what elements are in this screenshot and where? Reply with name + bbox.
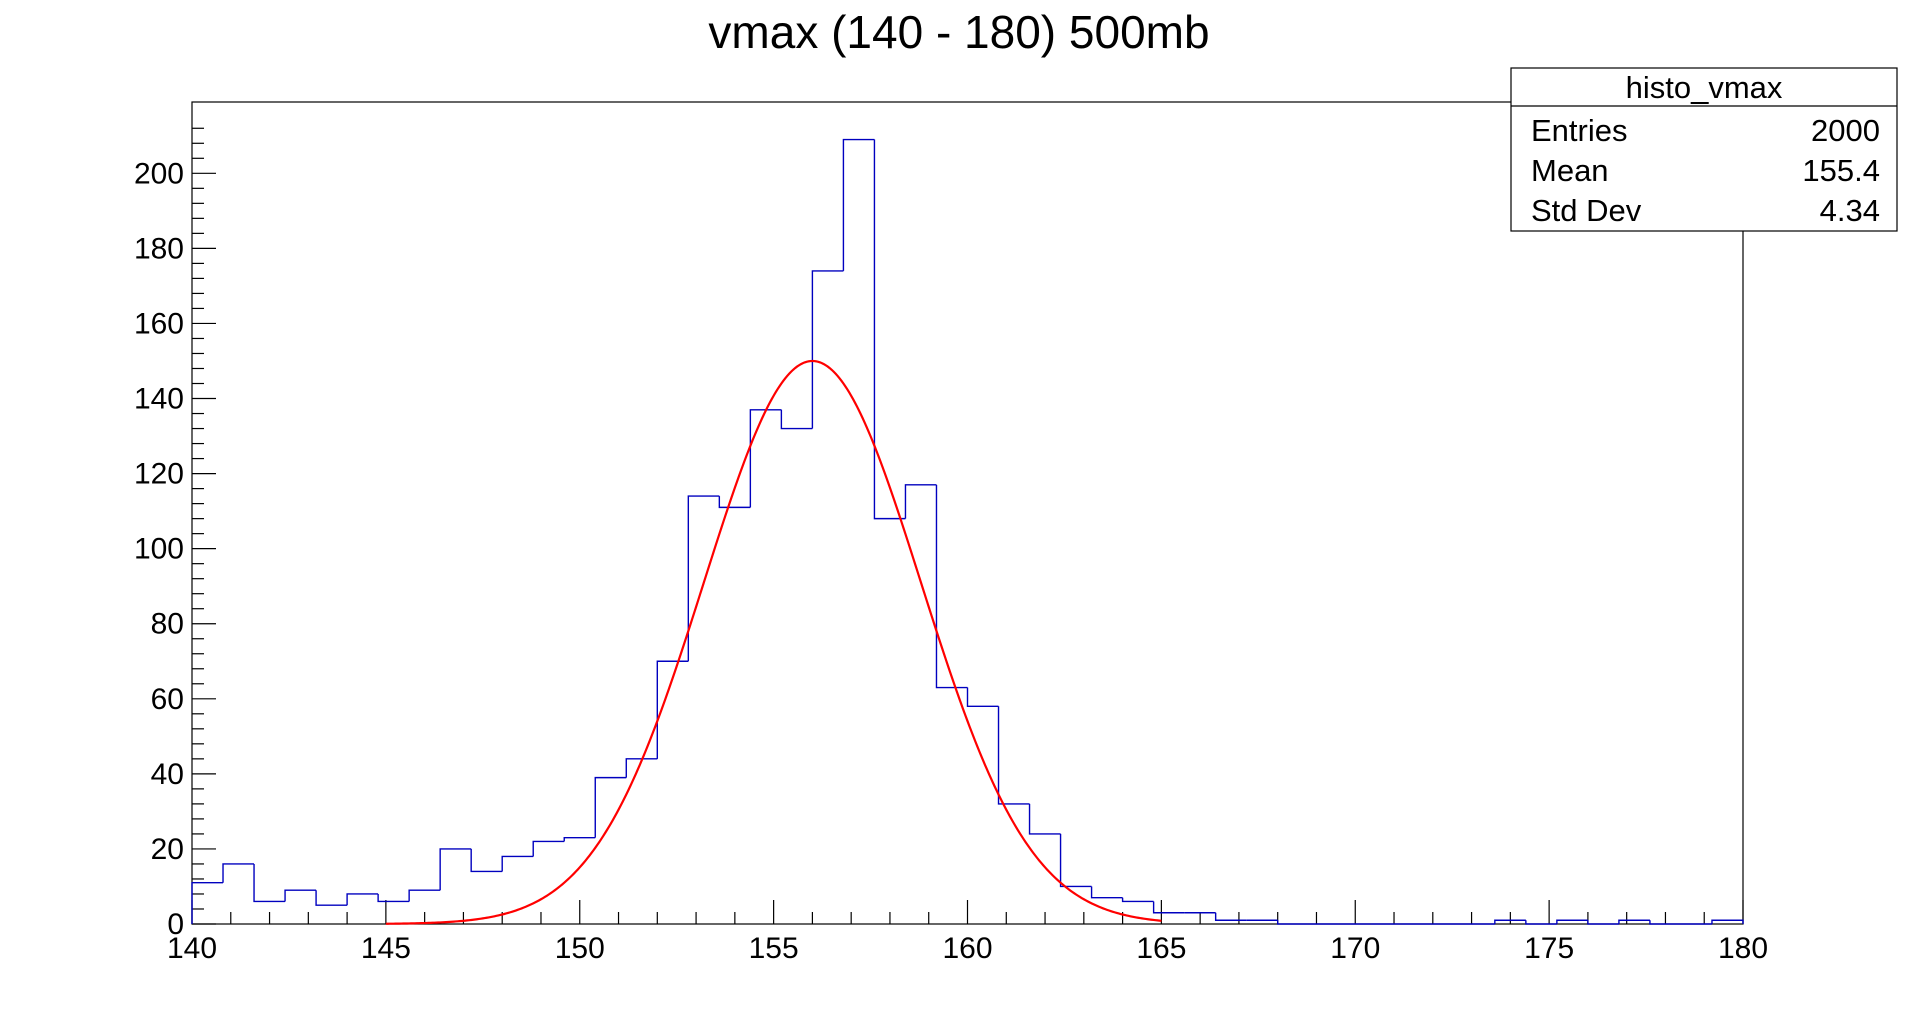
histogram-bin — [1649, 920, 1681, 925]
plot-frame — [191, 101, 1744, 925]
histogram-bin — [1028, 803, 1061, 835]
y-tick-label: 20 — [151, 833, 184, 866]
histogram-bin — [501, 855, 534, 872]
histogram-bin — [904, 484, 937, 519]
histogram-bin — [1090, 886, 1123, 899]
histogram-bin — [1618, 919, 1650, 924]
y-tick-label: 120 — [134, 458, 184, 491]
histogram-bin — [966, 687, 999, 708]
histogram-bin — [718, 496, 751, 509]
histogram-bin — [470, 848, 503, 873]
y-axis: 0 20 40 60 80 100 120 140 160 180 200 — [134, 127, 216, 941]
histogram-bin — [532, 840, 565, 857]
x-tick-label: 140 — [167, 932, 217, 965]
histogram-bin — [1525, 920, 1557, 925]
histogram-bin — [1494, 919, 1526, 924]
histogram-bin — [315, 890, 348, 906]
y-tick-label: 140 — [134, 383, 184, 416]
histogram-bin — [625, 758, 658, 778]
x-tick-label: 170 — [1330, 932, 1380, 965]
histogram-bin — [811, 270, 844, 429]
histogram-bin — [1214, 912, 1247, 921]
histogram-bin — [284, 889, 317, 902]
histogram-bin — [997, 706, 1030, 805]
x-tick-label: 180 — [1718, 932, 1768, 965]
y-tick-label: 200 — [134, 157, 184, 190]
histogram-bin — [563, 836, 596, 842]
histogram-bin — [439, 848, 472, 891]
gaussian-fit-curve — [385, 359, 1162, 925]
histogram-bin — [873, 139, 906, 520]
histogram-bin — [1587, 920, 1619, 925]
histogram-bin — [594, 776, 627, 838]
histogram-bin — [191, 882, 224, 924]
stats-value-stddev: 4.34 — [1820, 193, 1880, 228]
histogram-bin — [935, 484, 968, 689]
stats-box-title: histo_vmax — [1626, 70, 1783, 105]
x-tick-label: 150 — [555, 932, 605, 965]
histogram-series — [191, 138, 1744, 925]
histogram-bin — [253, 863, 286, 903]
x-axis: 140 145 150 155 160 165 170 175 180 — [167, 900, 1768, 965]
stats-label-stddev: Std Dev — [1531, 193, 1642, 228]
stats-label-entries: Entries — [1531, 113, 1627, 148]
x-tick-label: 175 — [1524, 932, 1574, 965]
y-tick-label: 80 — [151, 608, 184, 641]
histogram-bin — [687, 495, 720, 662]
y-tick-label: 40 — [151, 758, 184, 791]
histogram-bin — [780, 409, 813, 430]
x-tick-label: 165 — [1136, 932, 1186, 965]
histogram-bin — [222, 863, 255, 883]
histogram-bin — [1556, 919, 1588, 924]
histogram-bin — [377, 893, 410, 903]
histogram-bin — [1152, 901, 1185, 914]
histogram-bin — [408, 889, 441, 902]
x-tick-label: 145 — [361, 932, 411, 965]
y-tick-label: 160 — [134, 307, 184, 340]
x-tick-label: 155 — [749, 932, 799, 965]
x-tick-label: 160 — [942, 932, 992, 965]
y-tick-label: 180 — [134, 232, 184, 265]
chart-title: vmax (140 - 180) 500mb — [708, 6, 1209, 58]
y-tick-label: 0 — [167, 908, 184, 941]
stats-box-frame — [1510, 67, 1898, 232]
stats-label-mean: Mean — [1531, 153, 1609, 188]
histogram-bin — [346, 893, 379, 906]
y-tick-label: 60 — [151, 683, 184, 716]
histogram-bin — [842, 138, 875, 271]
stats-box: histo_vmax Entries 2000 Mean 155.4 Std D… — [1510, 67, 1898, 232]
stats-value-mean: 155.4 — [1802, 153, 1880, 188]
histogram-bin — [749, 409, 782, 508]
stats-value-entries: 2000 — [1811, 113, 1880, 148]
y-tick-label: 100 — [134, 533, 184, 566]
histogram-bin — [1059, 833, 1092, 888]
histogram-bin — [1711, 919, 1744, 924]
histogram-bin — [1277, 920, 1309, 925]
histogram-bin — [1121, 897, 1154, 903]
